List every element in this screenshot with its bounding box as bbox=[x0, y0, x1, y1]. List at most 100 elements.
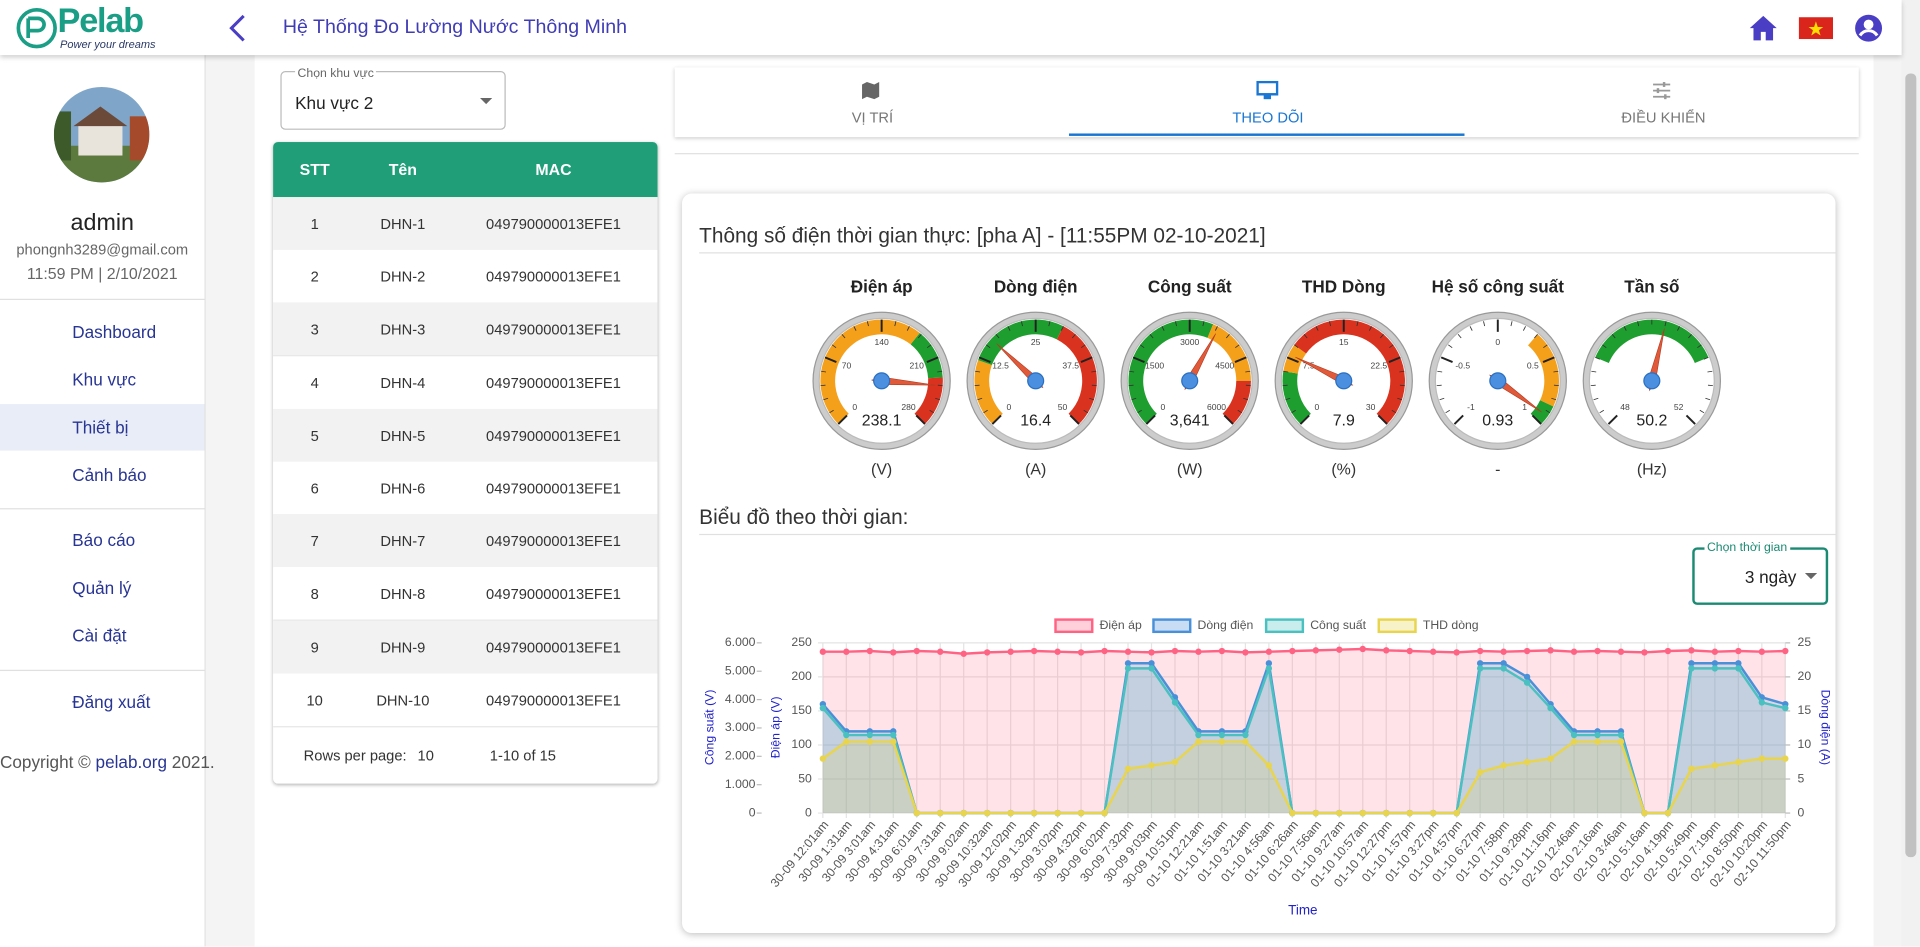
table-row[interactable]: 10 DHN-10 049790000013EFE1 bbox=[273, 673, 658, 728]
menu-label: Đăng xuất bbox=[72, 691, 151, 712]
scrollbar[interactable] bbox=[1901, 0, 1920, 947]
table-cell: 4 bbox=[310, 374, 319, 392]
tab-icon bbox=[1256, 80, 1279, 100]
menu-item[interactable]: Đăng xuất bbox=[0, 678, 204, 725]
table-cell: DHN-7 bbox=[380, 532, 426, 551]
divider bbox=[0, 508, 205, 510]
table-cell: 049790000013EFE1 bbox=[486, 321, 621, 339]
sidebar: admin phongnh3289@gmail.com 11:59 PM | 2… bbox=[0, 55, 215, 947]
copyright-text: 2021. bbox=[171, 751, 215, 772]
menu-item[interactable]: Báo cáo bbox=[0, 517, 204, 564]
table-cell: 049790000013EFE1 bbox=[486, 215, 621, 233]
avatar bbox=[53, 86, 150, 183]
menu-label: Cảnh báo bbox=[72, 465, 147, 485]
back-button[interactable] bbox=[224, 12, 251, 44]
table-cell: 5 bbox=[310, 427, 319, 445]
table-row[interactable]: 3 DHN-3 049790000013EFE1 bbox=[273, 302, 658, 357]
table-row[interactable]: 9 DHN-9 049790000013EFE1 bbox=[273, 620, 658, 675]
table-cell: DHN-6 bbox=[380, 480, 426, 498]
app-title: Hệ Thống Đo Lường Nước Thông Minh bbox=[282, 17, 628, 38]
table-cell: 049790000013EFE1 bbox=[486, 585, 621, 603]
divider bbox=[699, 252, 1836, 254]
user-name: admin bbox=[70, 210, 134, 237]
logo-icon bbox=[16, 7, 57, 49]
divider bbox=[0, 669, 205, 672]
table-row[interactable]: 5 DHN-5 049790000013EFE1 bbox=[273, 408, 658, 463]
menu-item[interactable]: Cài đặt bbox=[0, 612, 204, 659]
menu-item[interactable]: Cảnh báo bbox=[0, 452, 204, 499]
tab[interactable]: VỊ TRÍ bbox=[851, 108, 894, 127]
tab[interactable]: THEO DÕI bbox=[1232, 108, 1304, 127]
table-row[interactable]: 1 DHN-1 049790000013EFE1 bbox=[273, 197, 658, 252]
column-header: Tên bbox=[388, 160, 418, 179]
table-cell: 10 bbox=[306, 691, 323, 709]
monitor-card: Thông số điện thời gian thực: [pha A] - … bbox=[682, 193, 1836, 934]
copyright-link[interactable]: pelab.org bbox=[95, 751, 168, 772]
table-row[interactable]: 6 DHN-6 049790000013EFE1 bbox=[273, 461, 658, 516]
table-row[interactable]: 8 DHN-8 049790000013EFE1 bbox=[273, 567, 658, 622]
table-cell: DHN-8 bbox=[380, 585, 426, 603]
tab-indicator bbox=[1068, 133, 1465, 136]
table-header bbox=[273, 142, 658, 198]
table-cell: 049790000013EFE1 bbox=[486, 532, 621, 551]
home-button[interactable] bbox=[1749, 15, 1778, 42]
menu-item[interactable]: Khu vực bbox=[0, 356, 204, 403]
logo-tagline: Power your dreams bbox=[60, 37, 156, 51]
tab-bar: VỊ TRÍ THEO DÕI ĐIỀU KHIỂN bbox=[674, 67, 1859, 138]
table-cell: 6 bbox=[310, 480, 319, 498]
time-select-label: Chọn thời gian bbox=[1704, 541, 1790, 555]
menu-item[interactable]: Thiết bị bbox=[0, 404, 205, 451]
table-cell: 3 bbox=[310, 321, 319, 339]
realtime-title: Thông số điện thời gian thực: [pha A] - … bbox=[699, 224, 1266, 248]
divider bbox=[674, 153, 1859, 155]
logo-title: Pelab bbox=[57, 1, 145, 40]
menu-label: Quản lý bbox=[72, 577, 132, 598]
menu-label: Khu vực bbox=[72, 369, 137, 390]
table-cell: 049790000013EFE1 bbox=[486, 638, 621, 656]
device-table: STT Tên MAC 1 DHN-1 049790000013EFE1 2 DHN-2 049… bbox=[273, 142, 658, 784]
account-button[interactable] bbox=[1854, 13, 1883, 42]
table-cell: 049790000013EFE1 bbox=[486, 268, 621, 286]
table-cell: DHN-3 bbox=[380, 321, 426, 339]
header: Pelab Power your dreams Hệ Thống Đo Lườn… bbox=[0, 0, 1902, 56]
divider bbox=[699, 533, 1836, 536]
language-button[interactable] bbox=[1798, 17, 1834, 40]
table-cell: DHN-10 bbox=[376, 691, 430, 709]
menu-label: Dashboard bbox=[72, 322, 157, 342]
menu-item[interactable]: Quản lý bbox=[0, 564, 204, 611]
dropdown-arrow bbox=[480, 97, 493, 105]
table-cell: DHN-4 bbox=[380, 374, 426, 392]
user-datetime: 11:59 PM | 2/10/2021 bbox=[26, 264, 178, 283]
tab[interactable]: ĐIỀU KHIỂN bbox=[1621, 108, 1706, 127]
table-cell: 7 bbox=[310, 532, 319, 551]
scroll-thumb[interactable] bbox=[1905, 73, 1917, 858]
copyright: Copyright © pelab.org 2021. bbox=[0, 752, 215, 772]
table-row[interactable]: 7 DHN-7 049790000013EFE1 bbox=[273, 514, 658, 569]
page-range: 1-10 of 15 bbox=[489, 746, 556, 765]
table-cell: 049790000013EFE1 bbox=[486, 374, 621, 392]
table-cell: 8 bbox=[310, 585, 319, 603]
table-cell: 049790000013EFE1 bbox=[486, 691, 621, 709]
area-select[interactable]: Chọn khu vực Khu vực 2 bbox=[280, 67, 506, 130]
column-header: MAC bbox=[535, 160, 572, 179]
table-row[interactable]: 4 DHN-4 049790000013EFE1 bbox=[273, 355, 658, 410]
table-cell: 1 bbox=[310, 215, 319, 233]
table-cell: 9 bbox=[310, 638, 319, 656]
table-cell: DHN-1 bbox=[380, 215, 426, 233]
copyright-text: Copyright © bbox=[0, 751, 91, 772]
table-row[interactable]: 2 DHN-2 049790000013EFE1 bbox=[273, 250, 658, 304]
table-cell: DHN-5 bbox=[380, 427, 426, 445]
dropdown-arrow bbox=[1804, 573, 1818, 580]
table-cell: 049790000013EFE1 bbox=[486, 427, 621, 445]
table-cell: DHN-9 bbox=[380, 638, 426, 656]
user-email: phongnh3289@gmail.com bbox=[16, 241, 189, 259]
table-cell: 049790000013EFE1 bbox=[486, 480, 621, 498]
menu-item[interactable]: Dashboard bbox=[0, 309, 204, 356]
rows-per-page[interactable]: 10 bbox=[417, 746, 434, 765]
area-select-value: Khu vực 2 bbox=[295, 93, 374, 113]
chart-title: Biểu đồ theo thời gian: bbox=[699, 505, 909, 529]
column-header: STT bbox=[299, 160, 330, 179]
time-select[interactable]: Chọn thời gian 3 ngày bbox=[1692, 541, 1829, 605]
